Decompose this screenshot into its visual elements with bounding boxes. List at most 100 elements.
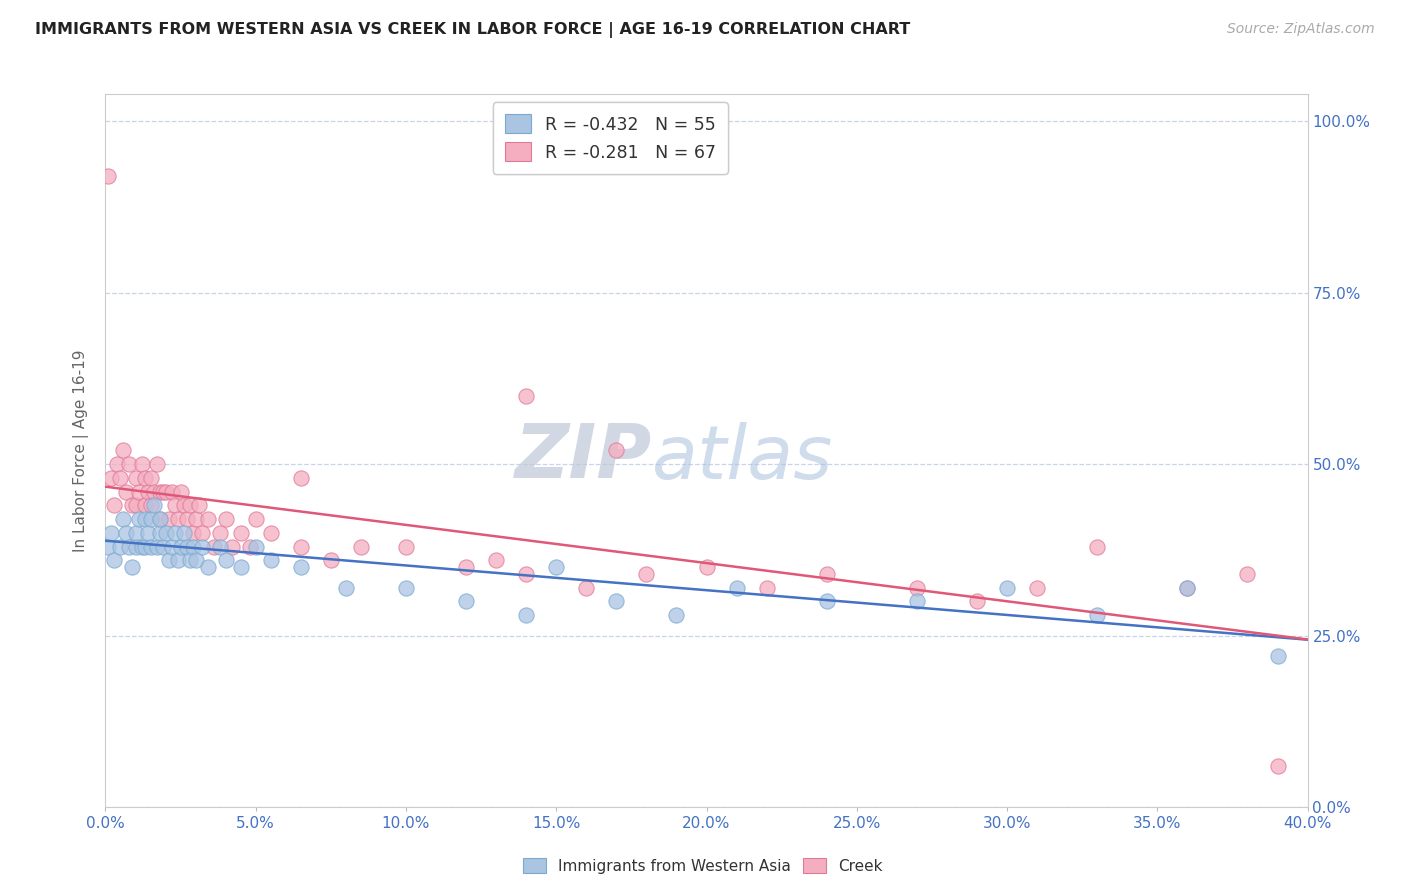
Point [454, 594, 477, 608]
Point [515, 388, 537, 402]
Point [229, 560, 252, 574]
Point [131, 540, 153, 554]
Point [485, 553, 508, 567]
Point [1175, 581, 1198, 595]
Point [139, 512, 162, 526]
Point [335, 581, 357, 595]
Point [128, 512, 150, 526]
Point [214, 553, 236, 567]
Point [110, 540, 132, 554]
Point [815, 566, 838, 581]
Point [115, 484, 138, 499]
Point [115, 525, 138, 540]
Point [100, 525, 122, 540]
Point [229, 525, 252, 540]
Point [350, 540, 373, 554]
Point [190, 540, 212, 554]
Point [184, 512, 207, 526]
Point [239, 540, 262, 554]
Legend: R = -0.432   N = 55, R = -0.281   N = 67: R = -0.432 N = 55, R = -0.281 N = 67 [492, 103, 728, 174]
Point [665, 608, 688, 623]
Point [319, 553, 342, 567]
Point [110, 471, 132, 485]
Point [395, 540, 418, 554]
Point [755, 581, 778, 595]
Point [1085, 540, 1108, 554]
Point [176, 512, 198, 526]
Point [245, 540, 267, 554]
Point [155, 484, 177, 499]
Legend: Immigrants from Western Asia, Creek: Immigrants from Western Asia, Creek [517, 852, 889, 880]
Point [160, 484, 183, 499]
Point [118, 457, 141, 471]
Point [197, 560, 219, 574]
Point [208, 525, 231, 540]
Point [546, 560, 568, 574]
Point [905, 594, 928, 608]
Point [636, 566, 658, 581]
Point [190, 525, 212, 540]
Point [97, 169, 120, 183]
Point [905, 581, 928, 595]
Point [395, 581, 418, 595]
Point [157, 512, 180, 526]
Point [179, 553, 201, 567]
Point [260, 553, 283, 567]
Point [142, 499, 165, 513]
Point [290, 471, 312, 485]
Point [103, 499, 125, 513]
Point [121, 560, 143, 574]
Point [515, 608, 537, 623]
Point [124, 540, 146, 554]
Point [290, 560, 312, 574]
Point [1026, 581, 1049, 595]
Point [148, 512, 170, 526]
Point [966, 594, 988, 608]
Point [112, 512, 135, 526]
Point [107, 457, 129, 471]
Point [134, 499, 156, 513]
Point [166, 512, 188, 526]
Text: ZIP: ZIP [515, 421, 652, 494]
Point [1236, 566, 1258, 581]
Point [128, 484, 150, 499]
Point [202, 540, 225, 554]
Point [131, 457, 153, 471]
Point [134, 512, 156, 526]
Point [179, 499, 201, 513]
Point [124, 499, 146, 513]
Point [169, 540, 191, 554]
Point [221, 540, 243, 554]
Point [1267, 649, 1289, 664]
Point [139, 471, 162, 485]
Point [118, 540, 141, 554]
Point [152, 540, 174, 554]
Point [100, 471, 122, 485]
Point [1175, 581, 1198, 595]
Point [1085, 608, 1108, 623]
Point [145, 540, 167, 554]
Point [575, 581, 598, 595]
Point [173, 525, 195, 540]
Point [124, 525, 146, 540]
Point [124, 471, 146, 485]
Point [696, 560, 718, 574]
Point [725, 581, 748, 595]
Text: Source: ZipAtlas.com: Source: ZipAtlas.com [1227, 22, 1375, 37]
Point [197, 512, 219, 526]
Point [181, 540, 204, 554]
Point [187, 499, 209, 513]
Text: IMMIGRANTS FROM WESTERN ASIA VS CREEK IN LABOR FORCE | AGE 16-19 CORRELATION CHA: IMMIGRANTS FROM WESTERN ASIA VS CREEK IN… [35, 22, 911, 38]
Point [181, 525, 204, 540]
Point [454, 560, 477, 574]
Point [139, 499, 162, 513]
Point [103, 553, 125, 567]
Point [173, 499, 195, 513]
Point [815, 594, 838, 608]
Point [169, 484, 191, 499]
Point [145, 457, 167, 471]
Point [176, 540, 198, 554]
Point [136, 484, 159, 499]
Point [134, 471, 156, 485]
Point [163, 499, 186, 513]
